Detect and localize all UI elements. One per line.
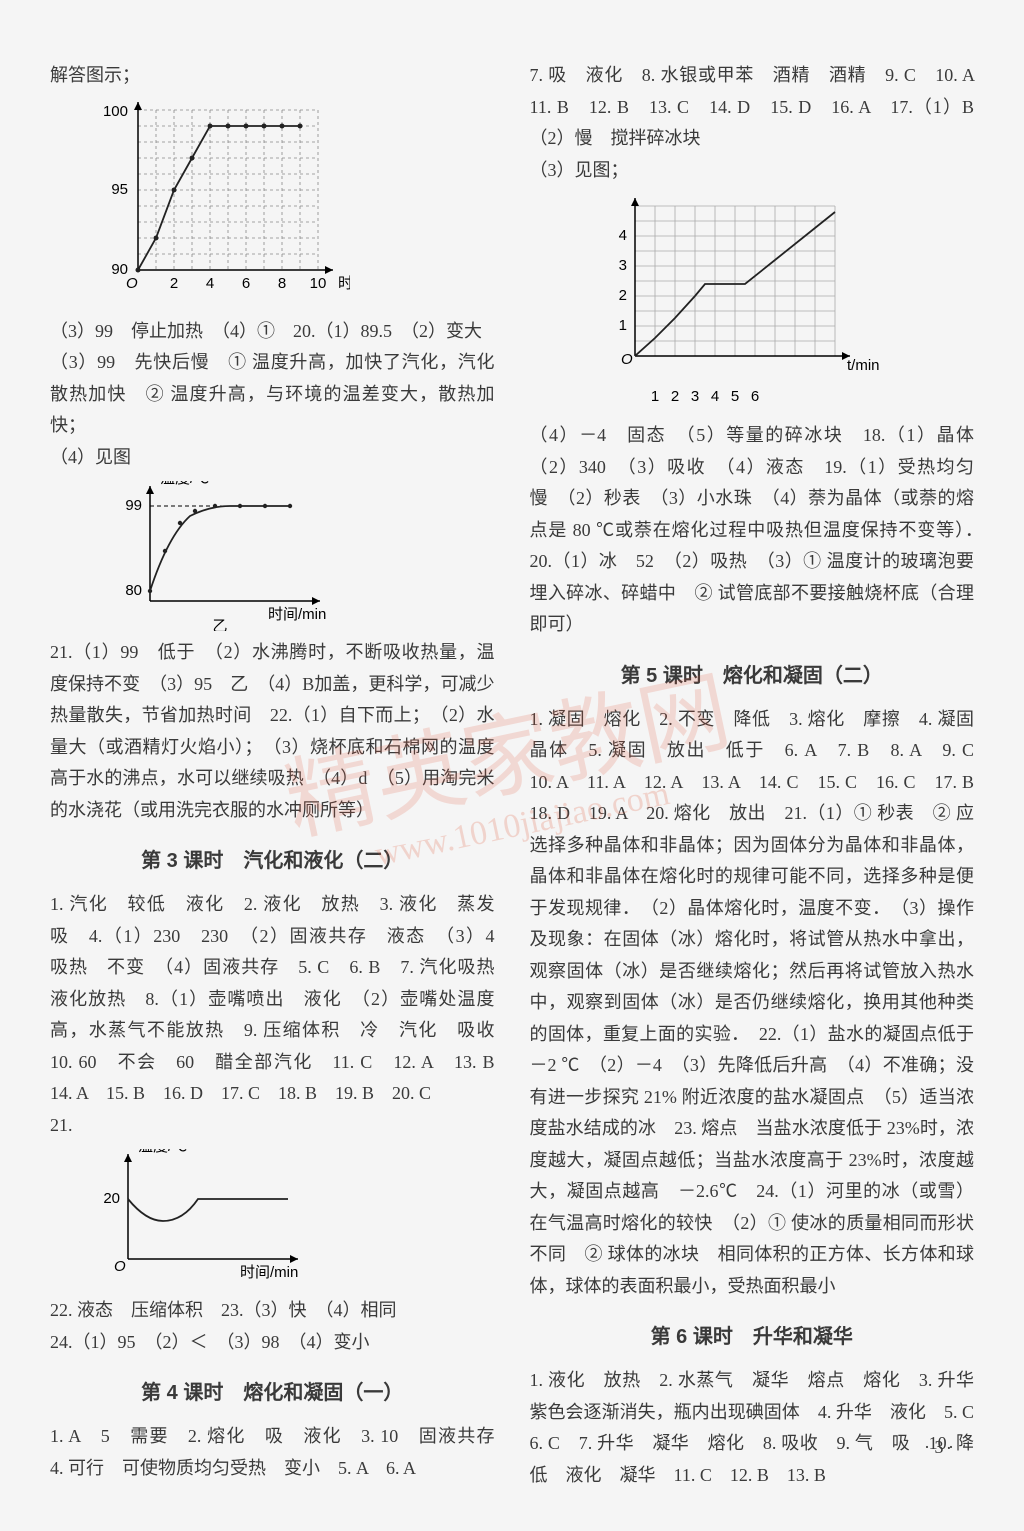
- chart1-xlabel: 时间/min: [338, 275, 350, 292]
- svg-text:4: 4: [618, 227, 626, 244]
- ans-right-3: 1. 凝固 熔化 2. 不变 降低 3. 熔化 摩擦 4. 凝固 晶体 5. 凝…: [530, 704, 975, 1303]
- svg-text:5: 5: [730, 388, 738, 405]
- svg-text:4: 4: [206, 275, 214, 292]
- intro-text: 解答图示；: [50, 60, 495, 92]
- svg-text:乙: 乙: [212, 618, 227, 631]
- chart-temp-time-1: 90 95 100 O 2 4 6 8 10 时间/min 温度/℃: [90, 100, 495, 310]
- svg-text:O: O: [126, 275, 138, 292]
- chart-temp-time-2: 80 99 温度/℃ 时间/min 乙: [110, 481, 495, 631]
- svg-text:6: 6: [750, 388, 758, 405]
- ans-left-4: 21.（1）99 低于 （2）水沸腾时，不断吸收热量，温度保持不变 （3）95 …: [50, 637, 495, 826]
- svg-text:温度/℃: 温度/℃: [138, 1149, 187, 1155]
- svg-text:时间/min: 时间/min: [240, 1264, 298, 1281]
- svg-text:99: 99: [125, 497, 142, 514]
- chart1-ylabel: 温度/℃: [148, 100, 197, 102]
- svg-text:8: 8: [278, 275, 286, 292]
- svg-text:4: 4: [710, 388, 718, 405]
- svg-text:t/min: t/min: [847, 357, 880, 374]
- ans-left-5: 1. 汽化 较低 液化 2. 液化 放热 3. 液化 蒸发 吸 4.（1）230…: [50, 889, 495, 1110]
- page-number: · 3 ·: [924, 1432, 954, 1464]
- svg-text:2: 2: [670, 388, 678, 405]
- svg-text:3: 3: [618, 257, 626, 274]
- svg-text:2: 2: [618, 287, 626, 304]
- svg-text:10: 10: [310, 275, 327, 292]
- chart-temp-time-3: 20 O 温度/℃ 时间/min: [90, 1149, 495, 1289]
- svg-text:100: 100: [103, 103, 128, 120]
- section6-title: 第 6 课时 升华和凝华: [530, 1320, 975, 1355]
- ans-right-2: （4）－4 固态 （5）等量的碎冰块 18.（1）晶体 （2）340 （3）吸收…: [530, 420, 975, 641]
- ans-right-4: 1. 液化 放热 2. 水蒸气 凝华 熔点 熔化 3. 升华 紫色会逐渐消失，瓶…: [530, 1365, 975, 1491]
- ans-left-2: （3）99 先快后慢 ① 温度升高，加快了汽化，汽化散热加快 ② 温度升高，与环…: [50, 347, 495, 442]
- svg-text:温度/℃: 温度/℃: [160, 481, 209, 487]
- ans-left-3: （4）见图: [50, 442, 495, 474]
- section5-title: 第 5 课时 熔化和凝固（二）: [530, 659, 975, 694]
- ans-left-5b: 21.: [50, 1110, 495, 1142]
- section3-title: 第 3 课时 汽化和液化（二）: [50, 844, 495, 879]
- svg-text:6: 6: [242, 275, 250, 292]
- svg-text:2: 2: [170, 275, 178, 292]
- left-column: 解答图示；: [50, 60, 495, 1491]
- svg-text:t/℃: t/℃: [647, 194, 672, 198]
- ans-left-6: 22. 液态 压缩体积 23.（3）快 （4）相同: [50, 1295, 495, 1327]
- svg-text:80: 80: [125, 582, 142, 599]
- chart-temp-time-4: 1 2 3 4 O 1 2 3 4 5 6 t/℃ t/min: [600, 194, 975, 414]
- svg-text:20: 20: [103, 1190, 120, 1207]
- svg-text:95: 95: [111, 181, 128, 198]
- svg-text:O: O: [114, 1258, 126, 1275]
- ans-left-8: 1. A 5 需要 2. 熔化 吸 液化 3. 10 固液共存 4. 可行 可使…: [50, 1421, 495, 1484]
- svg-text:1: 1: [650, 388, 658, 405]
- svg-text:O: O: [621, 351, 633, 368]
- ans-right-1b: （3）见图；: [530, 155, 975, 187]
- ans-left-7: 24.（1）95 （2）＜ （3）98 （4）变小: [50, 1327, 495, 1359]
- svg-text:1: 1: [618, 317, 626, 334]
- ans-right-1: 7. 吸 液化 8. 水银或甲苯 酒精 酒精 9. C 10. A 11. B …: [530, 60, 975, 155]
- section4-title: 第 4 课时 熔化和凝固（一）: [50, 1376, 495, 1411]
- svg-text:时间/min: 时间/min: [268, 606, 326, 623]
- right-column: 7. 吸 液化 8. 水银或甲苯 酒精 酒精 9. C 10. A 11. B …: [530, 60, 975, 1491]
- ans-left-1: （3）99 停止加热 （4）① 20.（1）89.5 （2）变大: [50, 316, 495, 348]
- svg-text:3: 3: [690, 388, 698, 405]
